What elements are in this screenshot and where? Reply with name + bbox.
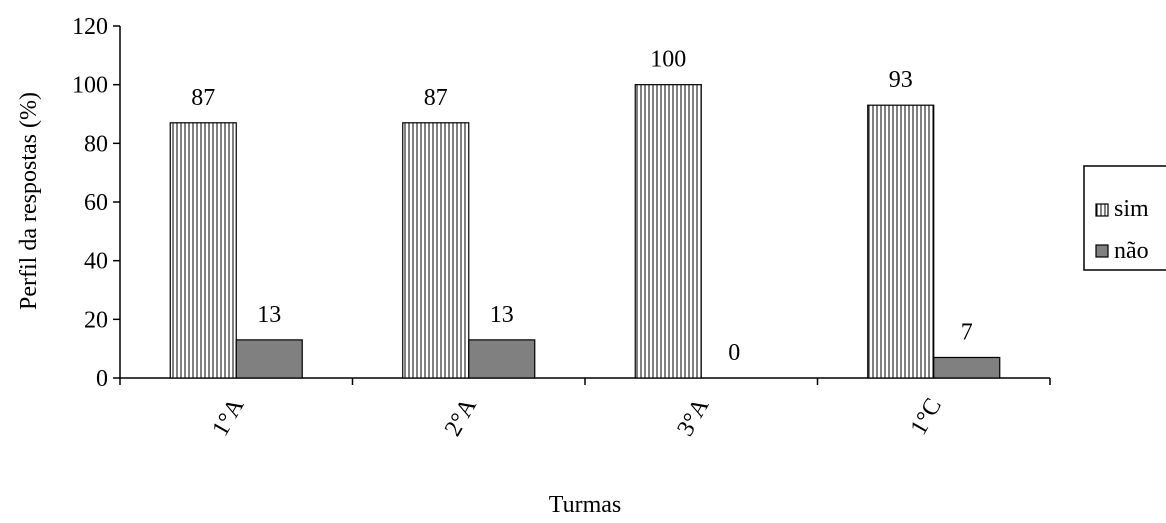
data-label-nao: 13 xyxy=(257,302,281,328)
x-tick-label: 3°A xyxy=(672,393,714,440)
legend-swatch-sim xyxy=(1095,203,1109,217)
y-tick-label: 100 xyxy=(72,73,108,99)
legend: sim não xyxy=(1083,165,1166,271)
legend-label-sim: sim xyxy=(1114,196,1149,222)
data-label-sim: 87 xyxy=(424,85,448,111)
y-tick-label: 20 xyxy=(84,307,108,333)
legend-swatch-nao xyxy=(1095,244,1109,258)
bar-sim xyxy=(867,104,935,379)
data-label-nao: 13 xyxy=(490,302,514,328)
y-tick-label: 40 xyxy=(84,249,108,275)
x-tick-label: 2°A xyxy=(440,393,482,440)
bar-sim xyxy=(402,122,470,379)
x-tick-label: 1°C xyxy=(906,394,947,440)
bar-sim xyxy=(634,84,702,379)
bar-sim xyxy=(169,122,237,379)
x-tick-label: 1°A xyxy=(207,393,249,440)
data-label-nao: 0 xyxy=(728,340,740,366)
y-tick-label: 120 xyxy=(72,14,108,40)
y-tick-label: 0 xyxy=(96,366,108,392)
data-label-sim: 100 xyxy=(650,47,686,73)
y-axis-title: Perfil da respostas (%) xyxy=(16,92,42,310)
plot-area: 0 20 40 60 80 100 120 87 13 1°A 87 13 2°A 100 0 3°A 93 7 1… xyxy=(72,14,1051,441)
data-label-sim: 93 xyxy=(889,67,913,93)
bar-nao xyxy=(235,339,303,379)
legend-label-nao: não xyxy=(1114,238,1149,264)
y-tick-label: 80 xyxy=(84,131,108,157)
data-label-nao: 7 xyxy=(961,319,973,345)
bar-nao xyxy=(933,356,1001,379)
data-label-sim: 87 xyxy=(191,85,215,111)
bar-nao xyxy=(468,339,536,379)
x-axis-title: Turmas xyxy=(549,492,621,518)
y-tick-label: 60 xyxy=(84,190,108,216)
